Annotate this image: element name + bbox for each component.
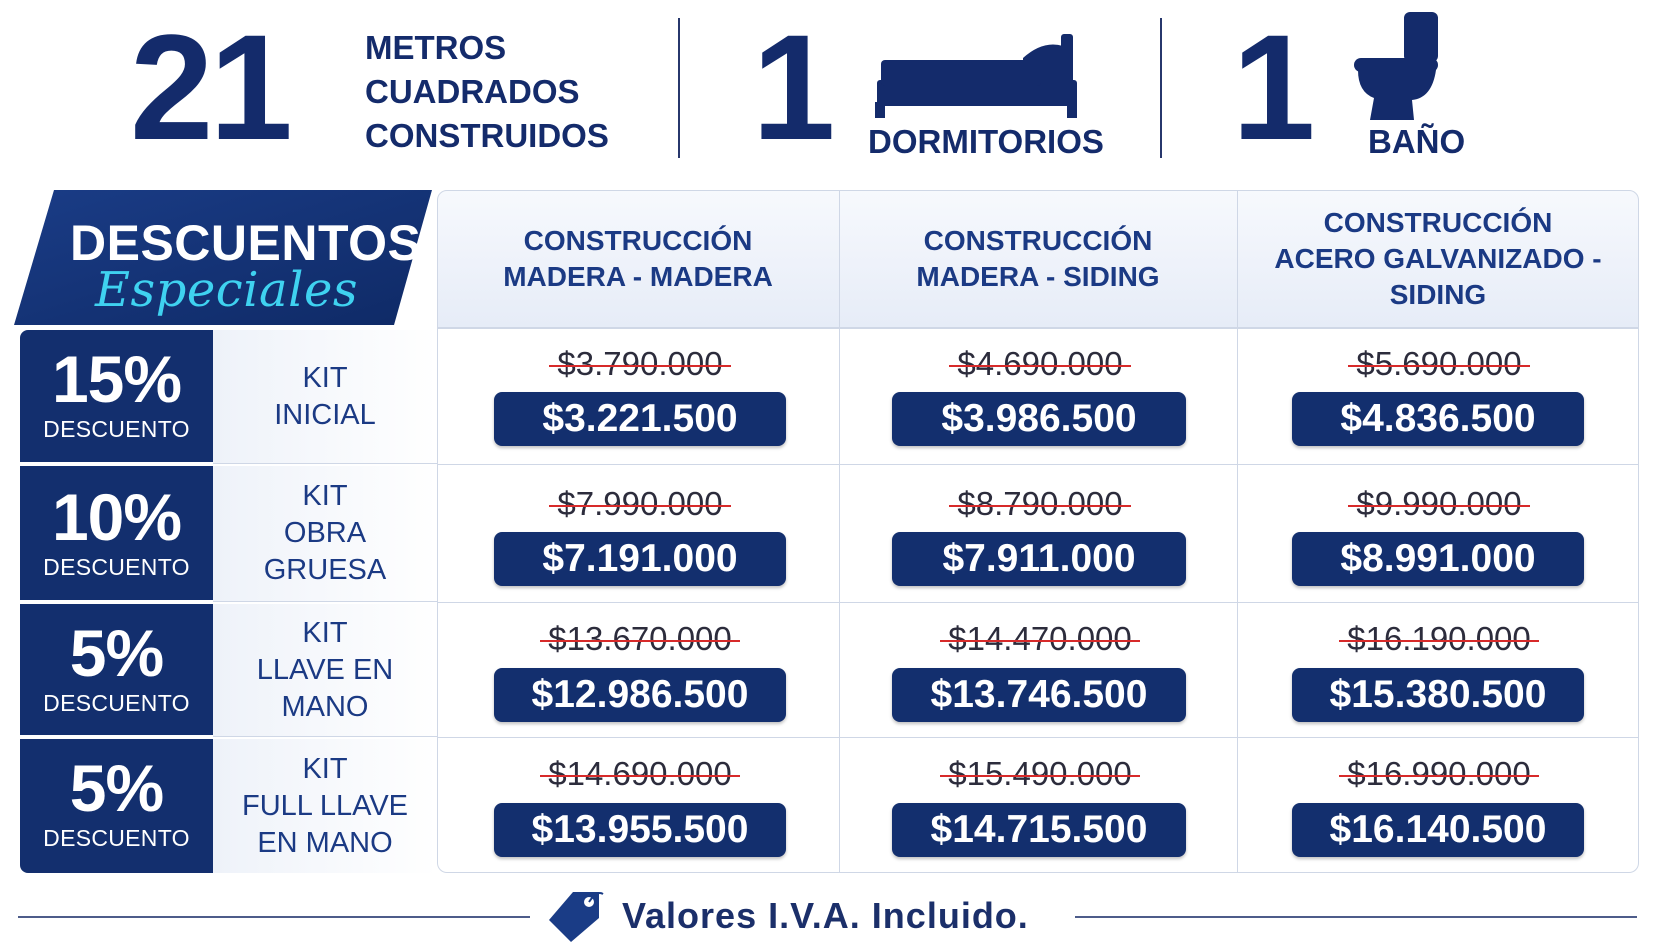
row-divider xyxy=(437,328,1639,329)
row-divider xyxy=(437,737,1639,738)
toilet-icon xyxy=(1354,12,1438,120)
area-label-line: CUADRADOS xyxy=(365,73,580,110)
bed-icon xyxy=(875,34,1077,118)
original-price: $16.190.000 xyxy=(1339,620,1539,657)
column-header-madera-siding: CONSTRUCCIÓN MADERA - SIDING xyxy=(916,225,1160,292)
discount-cell: 5% DESCUENTO xyxy=(20,604,213,735)
banner-subtitle: Especiales xyxy=(95,262,359,318)
stat-divider xyxy=(678,18,680,158)
discounted-price: $8.991.000 xyxy=(1292,532,1584,586)
discount-cell: 15% DESCUENTO xyxy=(20,330,213,462)
area-number: 21 xyxy=(130,3,293,171)
stats-header: 21 METROS CUADRADOS CONSTRUIDOS 1 DORMIT… xyxy=(0,0,1655,175)
kit-name: KIT INICIAL xyxy=(213,330,437,464)
discount-percent: 5% xyxy=(69,616,164,690)
footer-note: Valores I.V.A. Incluido. xyxy=(622,895,1029,936)
kit-name: KIT FULL LLAVE EN MANO xyxy=(213,739,437,873)
footer-rule-left xyxy=(18,916,530,918)
original-price: $8.790.000 xyxy=(949,485,1131,522)
original-price: $7.990.000 xyxy=(549,485,731,522)
discounted-price: $13.955.500 xyxy=(494,803,786,857)
stat-divider xyxy=(1160,18,1162,158)
discounted-price: $13.746.500 xyxy=(892,668,1186,722)
bedrooms-label: DORMITORIOS xyxy=(868,123,1104,160)
column-divider xyxy=(1237,190,1238,873)
area-label-line: METROS xyxy=(365,29,507,66)
bathrooms-label: BAÑO xyxy=(1368,123,1466,160)
price-tag-icon xyxy=(549,892,604,942)
original-price: $14.470.000 xyxy=(940,620,1140,657)
discounted-price: $7.911.000 xyxy=(892,532,1186,586)
original-price: $4.690.000 xyxy=(949,345,1131,382)
row-divider xyxy=(437,464,1639,465)
bathrooms-number: 1 xyxy=(1232,3,1315,171)
discount-percent: 5% xyxy=(69,751,164,825)
original-price: $13.670.000 xyxy=(540,620,740,657)
banner-title: DESCUENTOS xyxy=(70,215,422,271)
original-price: $14.690.000 xyxy=(540,755,740,792)
original-price: $15.490.000 xyxy=(940,755,1140,792)
discount-cell: 5% DESCUENTO xyxy=(20,739,213,873)
discounted-price: $7.191.000 xyxy=(494,532,786,586)
discount-label: DESCUENTO xyxy=(43,825,190,851)
discounted-price: $15.380.500 xyxy=(1292,668,1584,722)
discounted-price: $3.986.500 xyxy=(892,392,1186,446)
original-price: $5.690.000 xyxy=(1348,345,1530,382)
original-price: $16.990.000 xyxy=(1339,755,1539,792)
discount-percent: 15% xyxy=(51,342,182,416)
footer-rule-right xyxy=(1075,916,1637,918)
table-header xyxy=(437,190,1639,328)
bedrooms-number: 1 xyxy=(752,3,835,171)
column-header-acero-siding: CONSTRUCCIÓN ACERO GALVANIZADO - SIDING xyxy=(1274,207,1602,310)
discount-label: DESCUENTO xyxy=(43,554,190,580)
kit-name: KIT OBRA GRUESA xyxy=(213,466,437,602)
row-divider xyxy=(437,602,1639,603)
column-header-madera-madera: CONSTRUCCIÓN MADERA - MADERA xyxy=(503,225,773,292)
kit-name: KIT LLAVE EN MANO xyxy=(213,604,437,737)
area-label-line: CONSTRUIDOS xyxy=(365,117,609,154)
column-divider xyxy=(839,190,840,873)
area-label: METROS CUADRADOS CONSTRUIDOS xyxy=(365,26,609,158)
original-price: $9.990.000 xyxy=(1348,485,1530,522)
original-price: $3.790.000 xyxy=(549,345,731,382)
discount-label: DESCUENTO xyxy=(43,690,190,716)
discount-banner xyxy=(14,190,432,325)
discount-cell: 10% DESCUENTO xyxy=(20,466,213,600)
discount-percent: 10% xyxy=(51,480,182,554)
discounted-price: $3.221.500 xyxy=(494,392,786,446)
discounted-price: $16.140.500 xyxy=(1292,803,1584,857)
discounted-price: $4.836.500 xyxy=(1292,392,1584,446)
discounted-price: $12.986.500 xyxy=(494,668,786,722)
discounted-price: $14.715.500 xyxy=(892,803,1186,857)
discount-label: DESCUENTO xyxy=(43,416,190,442)
